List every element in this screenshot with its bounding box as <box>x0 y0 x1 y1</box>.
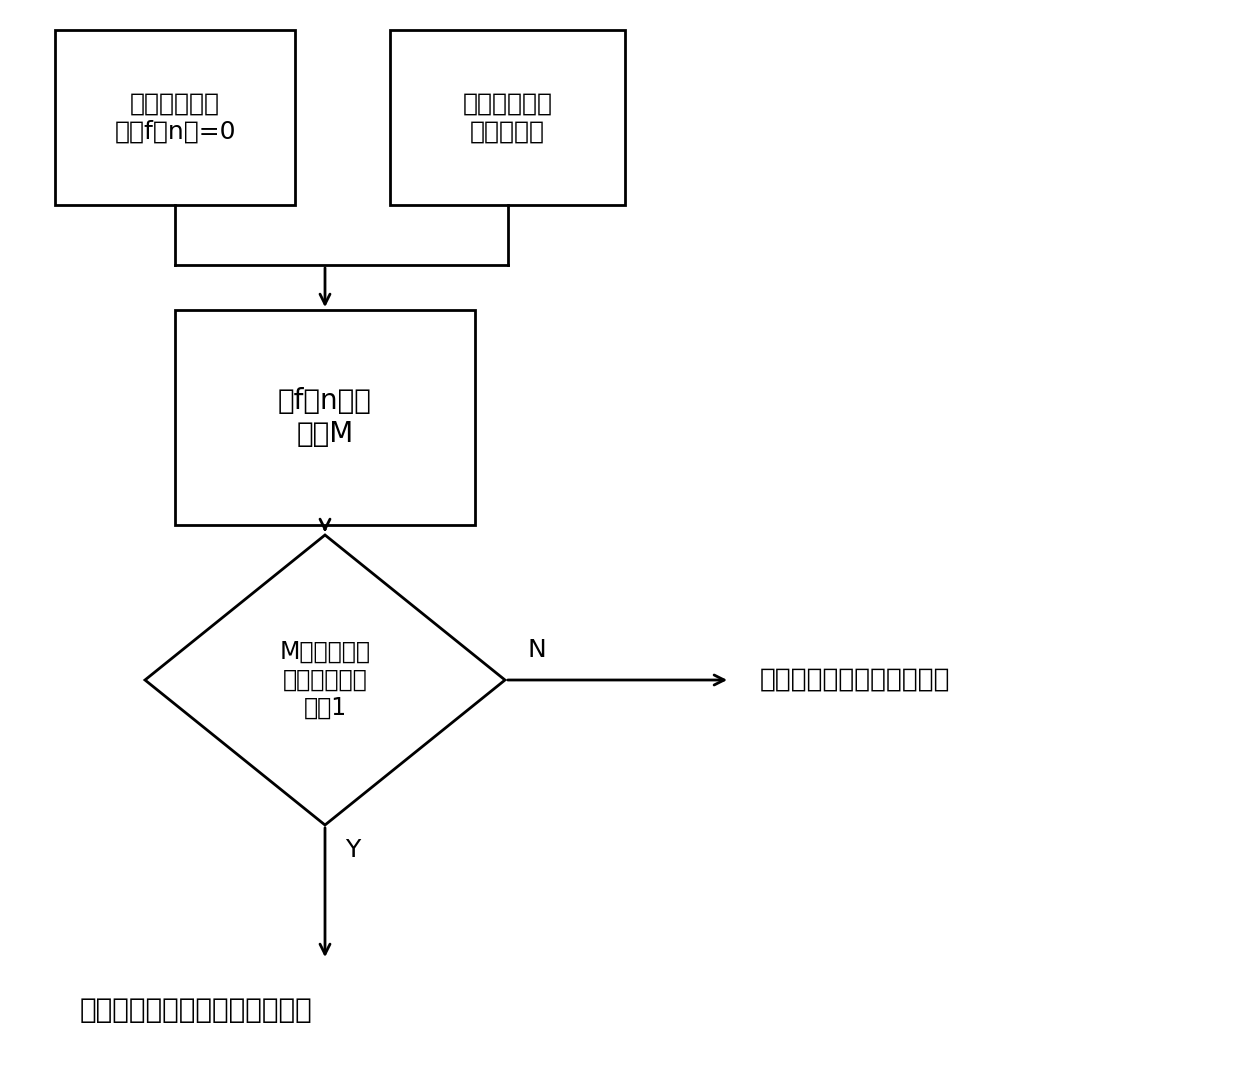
Text: 用f（n）推
导出M: 用f（n）推 导出M <box>278 388 372 447</box>
Text: 加上合适的补
偿ｦ（ｎ）: 加上合适的补 偿ｦ（ｎ） <box>463 92 553 144</box>
Text: 理论上不能消除次谐波振荡: 理论上不能消除次谐波振荡 <box>760 667 951 693</box>
Text: Y: Y <box>345 838 361 862</box>
Polygon shape <box>145 535 505 825</box>
Text: 理论上可以成功消除次谐波振荡: 理论上可以成功消除次谐波振荡 <box>81 996 312 1025</box>
Bar <box>391 30 625 204</box>
Bar <box>175 310 475 525</box>
Text: 不加补偿，相
当于f（n）=0: 不加补偿，相 当于f（n）=0 <box>114 92 236 144</box>
Text: N: N <box>527 638 546 662</box>
Bar <box>55 30 295 204</box>
Text: M的所有特征
值的绝对值均
小于1: M的所有特征 值的绝对值均 小于1 <box>279 640 371 720</box>
